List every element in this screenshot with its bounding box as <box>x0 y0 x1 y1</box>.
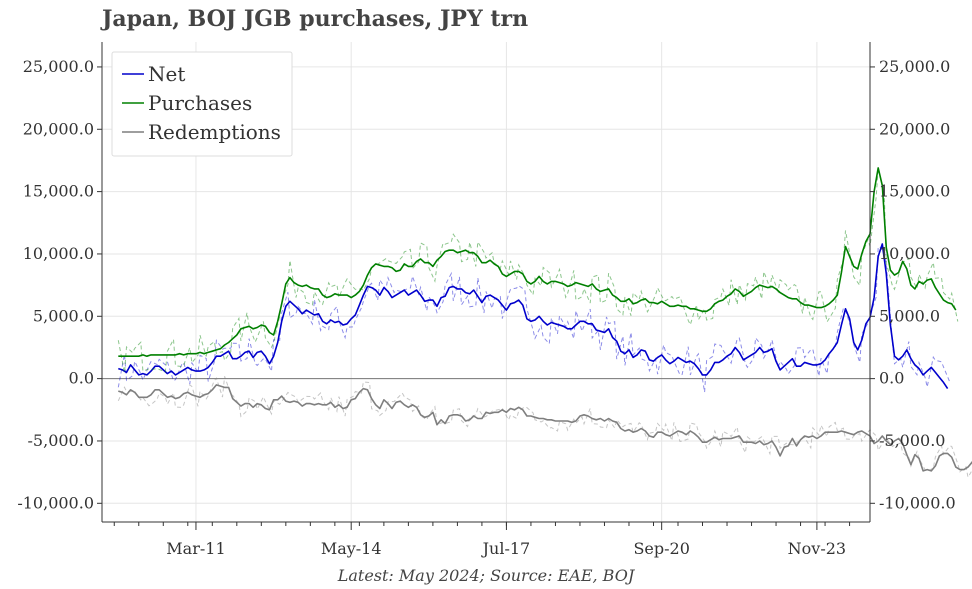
series-raw-line <box>117 246 951 393</box>
chart-footer: Latest: May 2024; Source: EAE, BOJ <box>337 566 635 585</box>
y-tick-label-right: 25,000.0 <box>879 57 950 76</box>
legend-label: Redemptions <box>148 120 281 144</box>
y-tick-label-right: 0.0 <box>879 369 904 388</box>
series-raw-line <box>117 376 972 479</box>
series-line <box>118 167 957 357</box>
y-tick-label-left: 10,000.0 <box>23 244 94 263</box>
y-tick-label-right: -5,000.0 <box>879 431 945 450</box>
series-lines <box>117 167 972 479</box>
legend: Net Purchases Redemptions <box>111 51 293 157</box>
y-tick-label-right: 20,000.0 <box>879 119 950 138</box>
series-line <box>118 243 949 390</box>
x-tick-label: Sep-20 <box>633 539 689 558</box>
y-tick-label-right: -10,000.0 <box>879 493 956 512</box>
y-tick-label-left: 15,000.0 <box>23 182 94 201</box>
series-raw-line <box>117 168 959 373</box>
x-tick-label: Jul-17 <box>481 539 531 558</box>
legend-label: Net <box>148 62 185 86</box>
y-tick-label-right: 15,000.0 <box>879 182 950 201</box>
x-tick-label: May-14 <box>321 539 382 558</box>
y-tick-label-left: 20,000.0 <box>23 119 94 138</box>
y-tick-label-left: 5,000.0 <box>33 306 94 325</box>
x-tick-label: Nov-23 <box>788 539 846 558</box>
chart-svg: -10,000.0 -10,000.0 -5,000.0 -5,000.0 0.0 0.0… <box>17 42 972 558</box>
chart-title: Japan, BOJ JGB purchases, JPY trn <box>102 6 529 32</box>
axes: -10,000.0 -10,000.0 -5,000.0 -5,000.0 0.0 0.0… <box>17 42 956 558</box>
y-tick-label-right: 10,000.0 <box>879 244 950 263</box>
x-tick-label: Mar-11 <box>166 539 225 558</box>
legend-box <box>111 51 293 157</box>
y-tick-label-left: -5,000.0 <box>28 431 94 450</box>
y-tick-label-right: 5,000.0 <box>879 306 940 325</box>
y-tick-label-left: -10,000.0 <box>17 493 94 512</box>
y-tick-label-left: 25,000.0 <box>23 57 94 76</box>
y-tick-label-left: 0.0 <box>69 369 94 388</box>
legend-label: Purchases <box>148 91 252 115</box>
series-line <box>118 384 972 472</box>
